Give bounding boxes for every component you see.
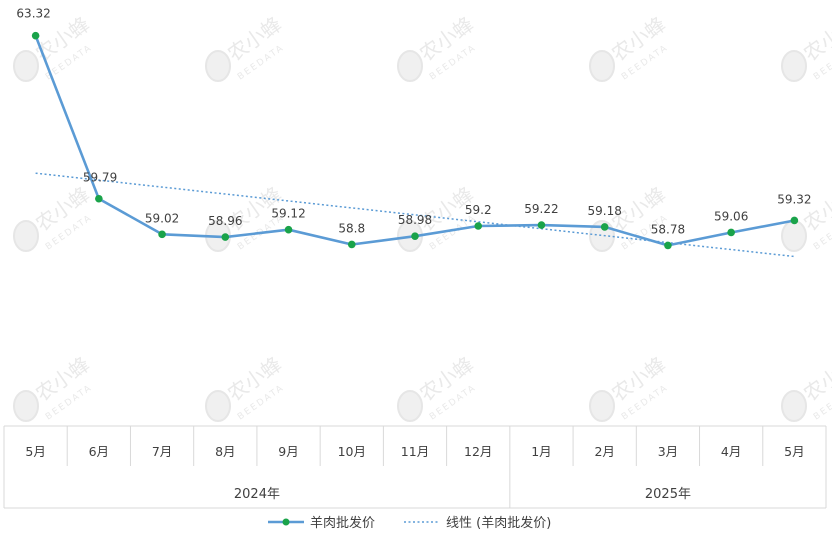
watermark-bee-icon bbox=[205, 390, 231, 422]
data-label: 63.32 bbox=[16, 7, 50, 21]
data-label: 59.2 bbox=[465, 203, 492, 217]
legend-series-label: 羊肉批发价 bbox=[310, 515, 375, 531]
data-point bbox=[474, 222, 483, 230]
x-tick-label: 5月 bbox=[784, 444, 804, 459]
x-tick-labels: 5月 6月 7月 8月 9月 10月 11月 12月 1月 2月 3月 4月 5月 bbox=[25, 444, 804, 459]
legend-trendline-label: 线性 (羊肉批发价) bbox=[446, 515, 551, 531]
x-tick-label: 1月 bbox=[531, 444, 551, 459]
x-tick-label: 11月 bbox=[401, 444, 429, 459]
category-axis-table bbox=[3, 425, 827, 509]
year-group-labels: 2024年 2025年 bbox=[234, 487, 691, 502]
x-tick-label: 2月 bbox=[594, 444, 614, 459]
data-point bbox=[347, 240, 356, 249]
data-point bbox=[95, 194, 103, 203]
watermark-bee-icon bbox=[781, 390, 807, 422]
watermark-bee-icon bbox=[13, 50, 39, 82]
x-tick-label: 8月 bbox=[215, 444, 235, 459]
data-label: 58.78 bbox=[651, 222, 685, 236]
data-point bbox=[790, 216, 799, 225]
year-group-label: 2025年 bbox=[645, 487, 691, 502]
data-label: 59.22 bbox=[524, 202, 558, 216]
data-point bbox=[664, 241, 672, 250]
data-labels: 63.32 59.79 59.02 58.96 59.12 58.8 58.98 59.2 59… bbox=[16, 7, 811, 237]
x-tick-label: 9月 bbox=[278, 444, 298, 459]
x-tick-label: 3月 bbox=[658, 444, 678, 459]
series-markers bbox=[31, 31, 799, 250]
data-point bbox=[537, 221, 546, 229]
x-tick-label: 5月 bbox=[25, 444, 45, 459]
data-label: 59.06 bbox=[714, 209, 748, 223]
data-point bbox=[158, 230, 166, 239]
x-tick-label: 6月 bbox=[89, 444, 109, 459]
data-point bbox=[411, 232, 419, 240]
data-label: 59.18 bbox=[588, 204, 622, 218]
data-label: 59.79 bbox=[83, 171, 117, 185]
data-label: 58.8 bbox=[338, 221, 365, 235]
watermark-bee-icon bbox=[397, 390, 423, 422]
x-tick-label: 4月 bbox=[721, 444, 741, 459]
data-label: 59.12 bbox=[271, 207, 305, 221]
x-tick-label: 10月 bbox=[338, 444, 366, 459]
watermark-bee-icon bbox=[589, 50, 615, 82]
legend: 羊肉批发价 线性 (羊肉批发价) bbox=[268, 515, 551, 531]
watermark-bee-icon bbox=[589, 390, 615, 422]
data-label: 58.98 bbox=[398, 213, 432, 227]
data-label: 59.32 bbox=[777, 192, 811, 206]
x-tick-label: 12月 bbox=[464, 444, 492, 459]
legend-series-marker bbox=[282, 518, 290, 526]
data-label: 58.96 bbox=[208, 214, 242, 228]
x-tick-label: 7月 bbox=[152, 444, 172, 459]
data-point bbox=[284, 225, 293, 234]
watermark-bee-icon bbox=[781, 220, 807, 252]
watermark-bee-icon bbox=[13, 390, 39, 422]
data-point bbox=[221, 233, 230, 241]
watermark-bee-icon bbox=[397, 50, 423, 82]
watermark-bee-icon bbox=[205, 50, 231, 82]
data-point bbox=[727, 228, 735, 237]
watermark-bee-icon bbox=[781, 50, 807, 82]
data-point bbox=[600, 223, 609, 231]
data-label: 59.02 bbox=[145, 211, 179, 225]
data-point bbox=[31, 31, 40, 40]
year-group-label: 2024年 bbox=[234, 487, 280, 502]
watermark-bee-icon bbox=[13, 220, 39, 252]
